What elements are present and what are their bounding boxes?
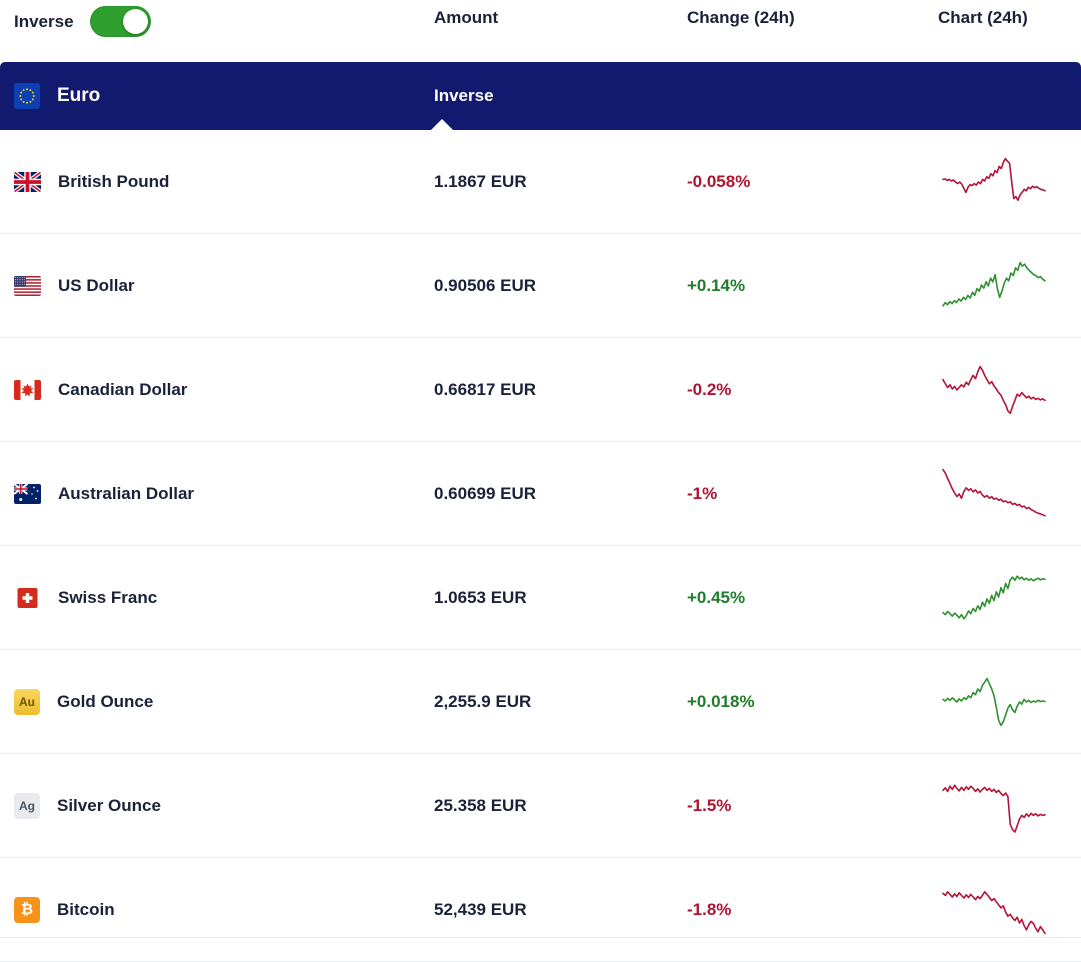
mode-label: Inverse [434,86,494,105]
currency-name: Silver Ounce [57,795,161,815]
column-header-chart: Chart (24h) [938,8,1028,27]
eu-flag-icon [14,83,40,109]
rates-table-body: British Pound 1.1867 EUR -0.058% US Dollar 0… [0,130,1081,962]
currency-cell: ₿ Bitcoin [14,896,115,923]
badge-silver-icon: Ag [14,792,40,819]
change-value: +0.14% [687,275,746,295]
sparkline-chart [942,574,1046,620]
change-value: -1% [687,483,718,503]
currency-cell: Swiss Franc [14,587,158,608]
euro-header-bar: Euro Inverse [0,62,1081,130]
amount-value: 0.66817 EUR [434,379,537,399]
top-toolbar: Inverse Amount Change (24h) Chart (24h) [0,0,1081,62]
inverse-toggle[interactable] [89,6,151,37]
currency-cell: Canadian Dollar [14,379,188,400]
amount-value: 2,255.9 EUR [434,691,532,711]
currency-name: Gold Ounce [57,691,154,711]
currency-name: Australian Dollar [58,483,195,503]
toggle-knob-icon [122,9,148,34]
table-bottom-border [0,937,1081,938]
sparkline-chart [942,890,1046,934]
active-column-caret-icon [431,119,453,130]
currency-name: Canadian Dollar [58,379,188,399]
flag-au-icon [14,483,41,504]
table-row[interactable]: Australian Dollar 0.60699 EUR -1% [0,442,1081,546]
table-row[interactable]: ₿ Bitcoin 52,439 EUR -1.8% [0,858,1081,962]
column-header-amount: Amount [434,8,499,27]
sparkline-chart [942,783,1046,833]
change-value: -1.5% [687,795,732,815]
table-row[interactable]: Canadian Dollar 0.66817 EUR -0.2% [0,338,1081,442]
table-row[interactable]: US Dollar 0.90506 EUR +0.14% [0,234,1081,338]
sparkline-chart [942,157,1046,201]
currency-cell: Au Gold Ounce [14,688,154,715]
column-header-change: Change (24h) [687,8,795,27]
table-row[interactable]: Swiss Franc 1.0653 EUR +0.45% [0,546,1081,650]
amount-value: 1.0653 EUR [434,587,527,607]
badge-gold-icon: Au [14,688,40,715]
inverse-toggle-label: Inverse [14,11,74,31]
flag-us-icon [14,275,41,296]
currency-name: British Pound [58,171,170,191]
table-row[interactable]: Ag Silver Ounce 25.358 EUR -1.5% [0,754,1081,858]
change-value: +0.45% [687,587,746,607]
currency-cell: Ag Silver Ounce [14,792,161,819]
base-currency-name: Euro [57,85,101,106]
flag-ch-icon [14,587,41,608]
table-row[interactable]: Au Gold Ounce 2,255.9 EUR +0.018% [0,650,1081,754]
flag-gb-icon [14,171,41,192]
flag-ca-icon [14,379,41,400]
sparkline-chart [942,468,1046,517]
badge-btc-icon: ₿ [14,896,40,923]
change-value: +0.018% [687,691,755,711]
sparkline-chart [942,677,1046,726]
currency-cell: Australian Dollar [14,483,195,504]
change-value: -0.058% [687,171,751,191]
currency-name: Swiss Franc [58,587,158,607]
currency-cell: British Pound [14,171,170,192]
change-value: -1.8% [687,899,732,919]
sparkline-chart [942,365,1046,414]
euro-header-left: Euro [14,83,100,109]
amount-value: 0.60699 EUR [434,483,537,503]
amount-value: 0.90506 EUR [434,275,537,295]
change-value: -0.2% [687,379,732,399]
sparkline-chart [942,261,1046,307]
inverse-toggle-group: Inverse [14,6,151,37]
amount-value: 25.358 EUR [434,795,527,815]
amount-value: 1.1867 EUR [434,171,527,191]
currency-name: US Dollar [58,275,135,295]
currency-cell: US Dollar [14,275,135,296]
table-row[interactable]: British Pound 1.1867 EUR -0.058% [0,130,1081,234]
currency-name: Bitcoin [57,899,115,919]
amount-value: 52,439 EUR [434,899,527,919]
